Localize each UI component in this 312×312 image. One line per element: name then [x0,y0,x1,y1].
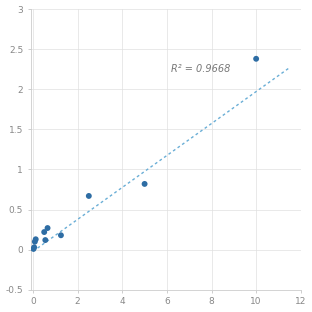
Point [142,181,147,186]
Point [33,237,38,242]
Point [86,193,91,198]
Point [32,245,37,250]
Point [45,226,50,231]
Point [254,56,259,61]
Text: R² = 0.9668: R² = 0.9668 [171,64,231,74]
Point [43,237,48,242]
Point [42,230,47,235]
Point [32,239,37,244]
Point [31,246,36,251]
Point [58,233,63,238]
